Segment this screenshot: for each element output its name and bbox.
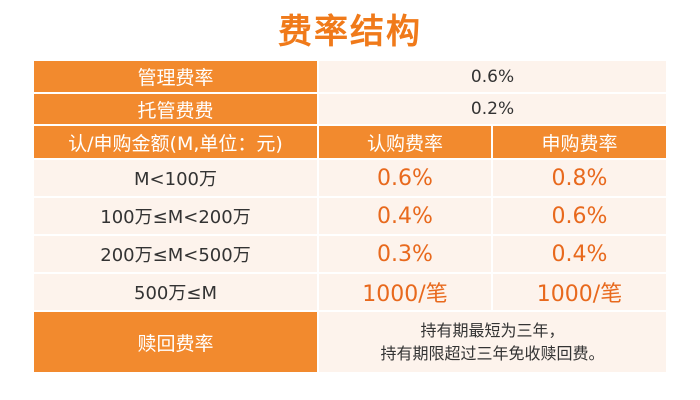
tier-range: 200万≤M<500万 — [34, 235, 319, 274]
table-row: 200万≤M<500万 0.3% 0.4% — [34, 235, 667, 274]
purchase-rate: 0.4% — [492, 235, 667, 274]
subscription-rate: 0.3% — [318, 235, 493, 274]
tier-range: 500万≤M — [34, 273, 319, 312]
purchase-rate: 1000/笔 — [492, 273, 667, 312]
redemption-note-line-2: 持有期限超过三年免收赎回费。 — [380, 344, 605, 363]
management-fee-label: 管理费率 — [34, 61, 319, 94]
purchase-rate: 0.6% — [492, 197, 667, 236]
redemption-fee-note: 持有期最短为三年， 持有期限超过三年免收赎回费。 — [318, 311, 667, 374]
page-title: 费率结构 — [278, 12, 422, 52]
table-header-row: 认/申购金额(M,单位：元) 认购费率 申购费率 — [34, 125, 667, 160]
fee-table: 管理费率 0.6% 托管费费 0.2% 认/申购金额(M,单位：元) 认购费率 … — [34, 61, 667, 374]
table-row: 500万≤M 1000/笔 1000/笔 — [34, 273, 667, 312]
custody-fee-row: 托管费费 0.2% — [34, 93, 667, 126]
redemption-fee-label: 赎回费率 — [34, 311, 319, 374]
purchase-column-header: 申购费率 — [492, 125, 667, 160]
tier-range: M<100万 — [34, 159, 319, 198]
subscription-rate: 0.6% — [318, 159, 493, 198]
table-row: M<100万 0.6% 0.8% — [34, 159, 667, 198]
custody-fee-label: 托管费费 — [34, 93, 319, 126]
management-fee-value: 0.6% — [318, 61, 667, 94]
redemption-note-line-1: 持有期最短为三年， — [420, 321, 565, 340]
subscription-rate: 1000/笔 — [318, 273, 493, 312]
subscription-column-header: 认购费率 — [318, 125, 493, 160]
subscription-rate: 0.4% — [318, 197, 493, 236]
amount-column-header: 认/申购金额(M,单位：元) — [34, 125, 319, 160]
tier-range: 100万≤M<200万 — [34, 197, 319, 236]
redemption-fee-row: 赎回费率 持有期最短为三年， 持有期限超过三年免收赎回费。 — [34, 311, 667, 374]
custody-fee-value: 0.2% — [318, 93, 667, 126]
table-row: 100万≤M<200万 0.4% 0.6% — [34, 197, 667, 236]
management-fee-row: 管理费率 0.6% — [34, 61, 667, 94]
purchase-rate: 0.8% — [492, 159, 667, 198]
